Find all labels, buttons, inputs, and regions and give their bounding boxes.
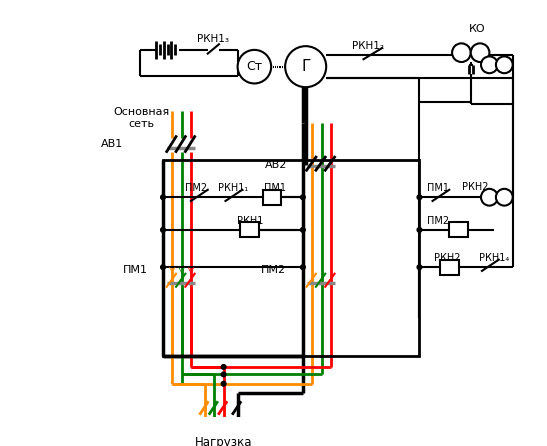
- Bar: [240, 223, 259, 237]
- Circle shape: [417, 265, 422, 269]
- Text: РКН1₄: РКН1₄: [479, 253, 509, 263]
- Circle shape: [300, 195, 305, 199]
- Bar: [449, 223, 468, 237]
- Circle shape: [237, 50, 271, 83]
- Circle shape: [300, 227, 305, 232]
- Text: ПМ1: ПМ1: [427, 183, 449, 193]
- Text: АВ1: АВ1: [101, 139, 123, 149]
- Circle shape: [161, 195, 165, 199]
- Text: ПМ2: ПМ2: [261, 265, 286, 275]
- Text: РКН1₃: РКН1₃: [197, 34, 229, 44]
- Circle shape: [161, 227, 165, 232]
- Bar: [263, 190, 281, 205]
- Circle shape: [471, 43, 490, 62]
- Bar: [163, 160, 420, 356]
- Text: РКН1: РКН1: [236, 215, 263, 226]
- Circle shape: [222, 365, 226, 369]
- Text: Ст: Ст: [246, 60, 263, 73]
- Text: ПМ1: ПМ1: [264, 183, 286, 193]
- Circle shape: [481, 189, 498, 206]
- Circle shape: [222, 381, 226, 386]
- Text: РКН1₂: РКН1₂: [352, 41, 384, 51]
- Circle shape: [222, 372, 226, 377]
- Circle shape: [496, 56, 513, 73]
- Text: РКН2: РКН2: [462, 182, 488, 192]
- Circle shape: [452, 43, 471, 62]
- Circle shape: [481, 56, 498, 73]
- Text: ПМ2: ПМ2: [427, 215, 449, 226]
- Circle shape: [161, 265, 165, 269]
- Text: ПМ2: ПМ2: [184, 183, 207, 193]
- Text: АВ2: АВ2: [265, 160, 287, 169]
- Text: КО: КО: [469, 25, 486, 34]
- Bar: [440, 260, 458, 275]
- Text: РКН2: РКН2: [434, 253, 461, 263]
- Circle shape: [496, 189, 513, 206]
- Circle shape: [285, 46, 326, 87]
- Text: Нагрузка: Нагрузка: [195, 436, 252, 446]
- Text: ПМ1: ПМ1: [123, 265, 148, 275]
- Circle shape: [417, 195, 422, 199]
- Circle shape: [300, 265, 305, 269]
- Text: Г: Г: [301, 59, 310, 74]
- Circle shape: [417, 227, 422, 232]
- Text: Основная
сеть: Основная сеть: [113, 107, 170, 129]
- Text: РКН1₁: РКН1₁: [218, 183, 248, 193]
